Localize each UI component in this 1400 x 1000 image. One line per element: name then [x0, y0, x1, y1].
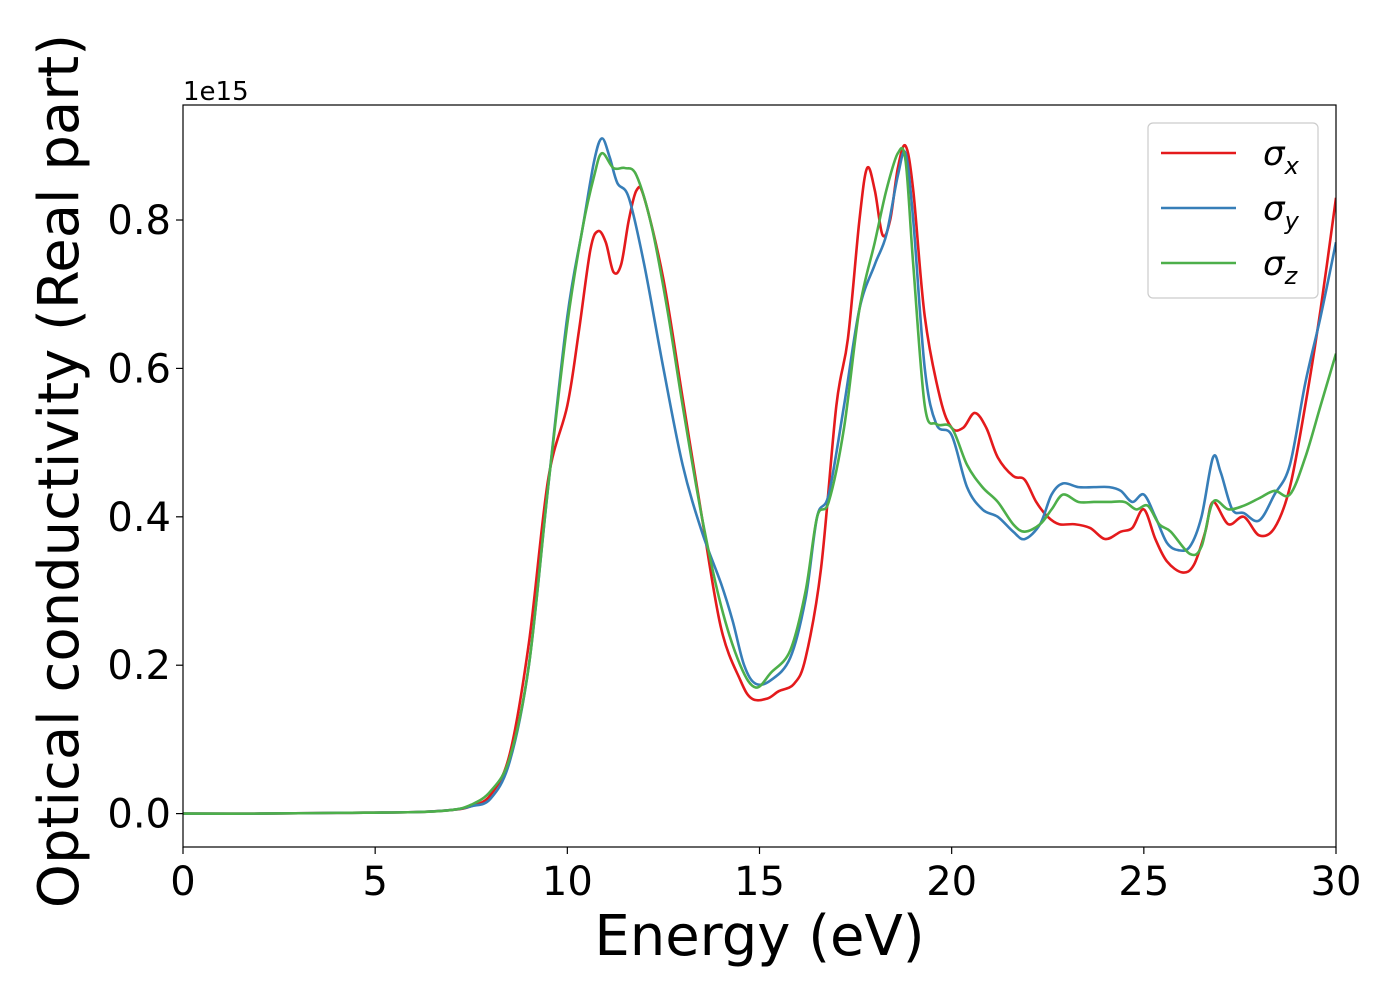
- legend-box: [1147, 122, 1319, 299]
- x-tick-label: 10: [542, 859, 593, 905]
- y-tick-label: 0.6: [107, 346, 171, 392]
- legend-label-y: σy: [1263, 189, 1300, 235]
- legend-label-symbol: σ: [1263, 134, 1286, 174]
- y-tick-label: 0.2: [107, 643, 171, 689]
- x-tick-label: 0: [170, 859, 195, 905]
- x-tick-label: 25: [1118, 859, 1169, 905]
- series-lines: [183, 137, 1336, 815]
- legend-label-subscript: z: [1284, 262, 1299, 290]
- legend-label-x: σx: [1263, 134, 1300, 180]
- legend-label-z: σz: [1263, 244, 1299, 290]
- x-tick-label: 5: [362, 859, 387, 905]
- legend-label-subscript: y: [1284, 207, 1300, 235]
- x-axis: 0 5 10 15 20 25 30: [170, 847, 1361, 905]
- x-tick-label: 20: [926, 859, 977, 905]
- x-tick-label: 30: [1311, 859, 1362, 905]
- y-axis-label: Optical conductivity (Real part): [27, 34, 92, 908]
- y-offset-label: 1e15: [183, 77, 249, 107]
- legend-label-symbol: σ: [1263, 244, 1286, 284]
- y-axis: 0.0 0.2 0.4 0.6 0.8: [107, 198, 183, 838]
- x-axis-label: Energy (eV): [594, 904, 924, 969]
- x-tick-label: 15: [734, 859, 785, 905]
- series-line-z: [183, 146, 1336, 815]
- legend-label-subscript: x: [1284, 152, 1300, 180]
- y-tick-label: 0.0: [107, 792, 171, 838]
- y-tick-label: 0.4: [107, 495, 171, 541]
- legend-label-symbol: σ: [1263, 189, 1286, 229]
- series-line-x: [183, 143, 1336, 815]
- y-tick-label: 0.8: [107, 198, 171, 244]
